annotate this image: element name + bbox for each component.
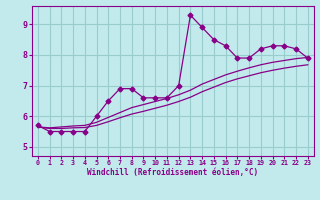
X-axis label: Windchill (Refroidissement éolien,°C): Windchill (Refroidissement éolien,°C) [87, 168, 258, 177]
